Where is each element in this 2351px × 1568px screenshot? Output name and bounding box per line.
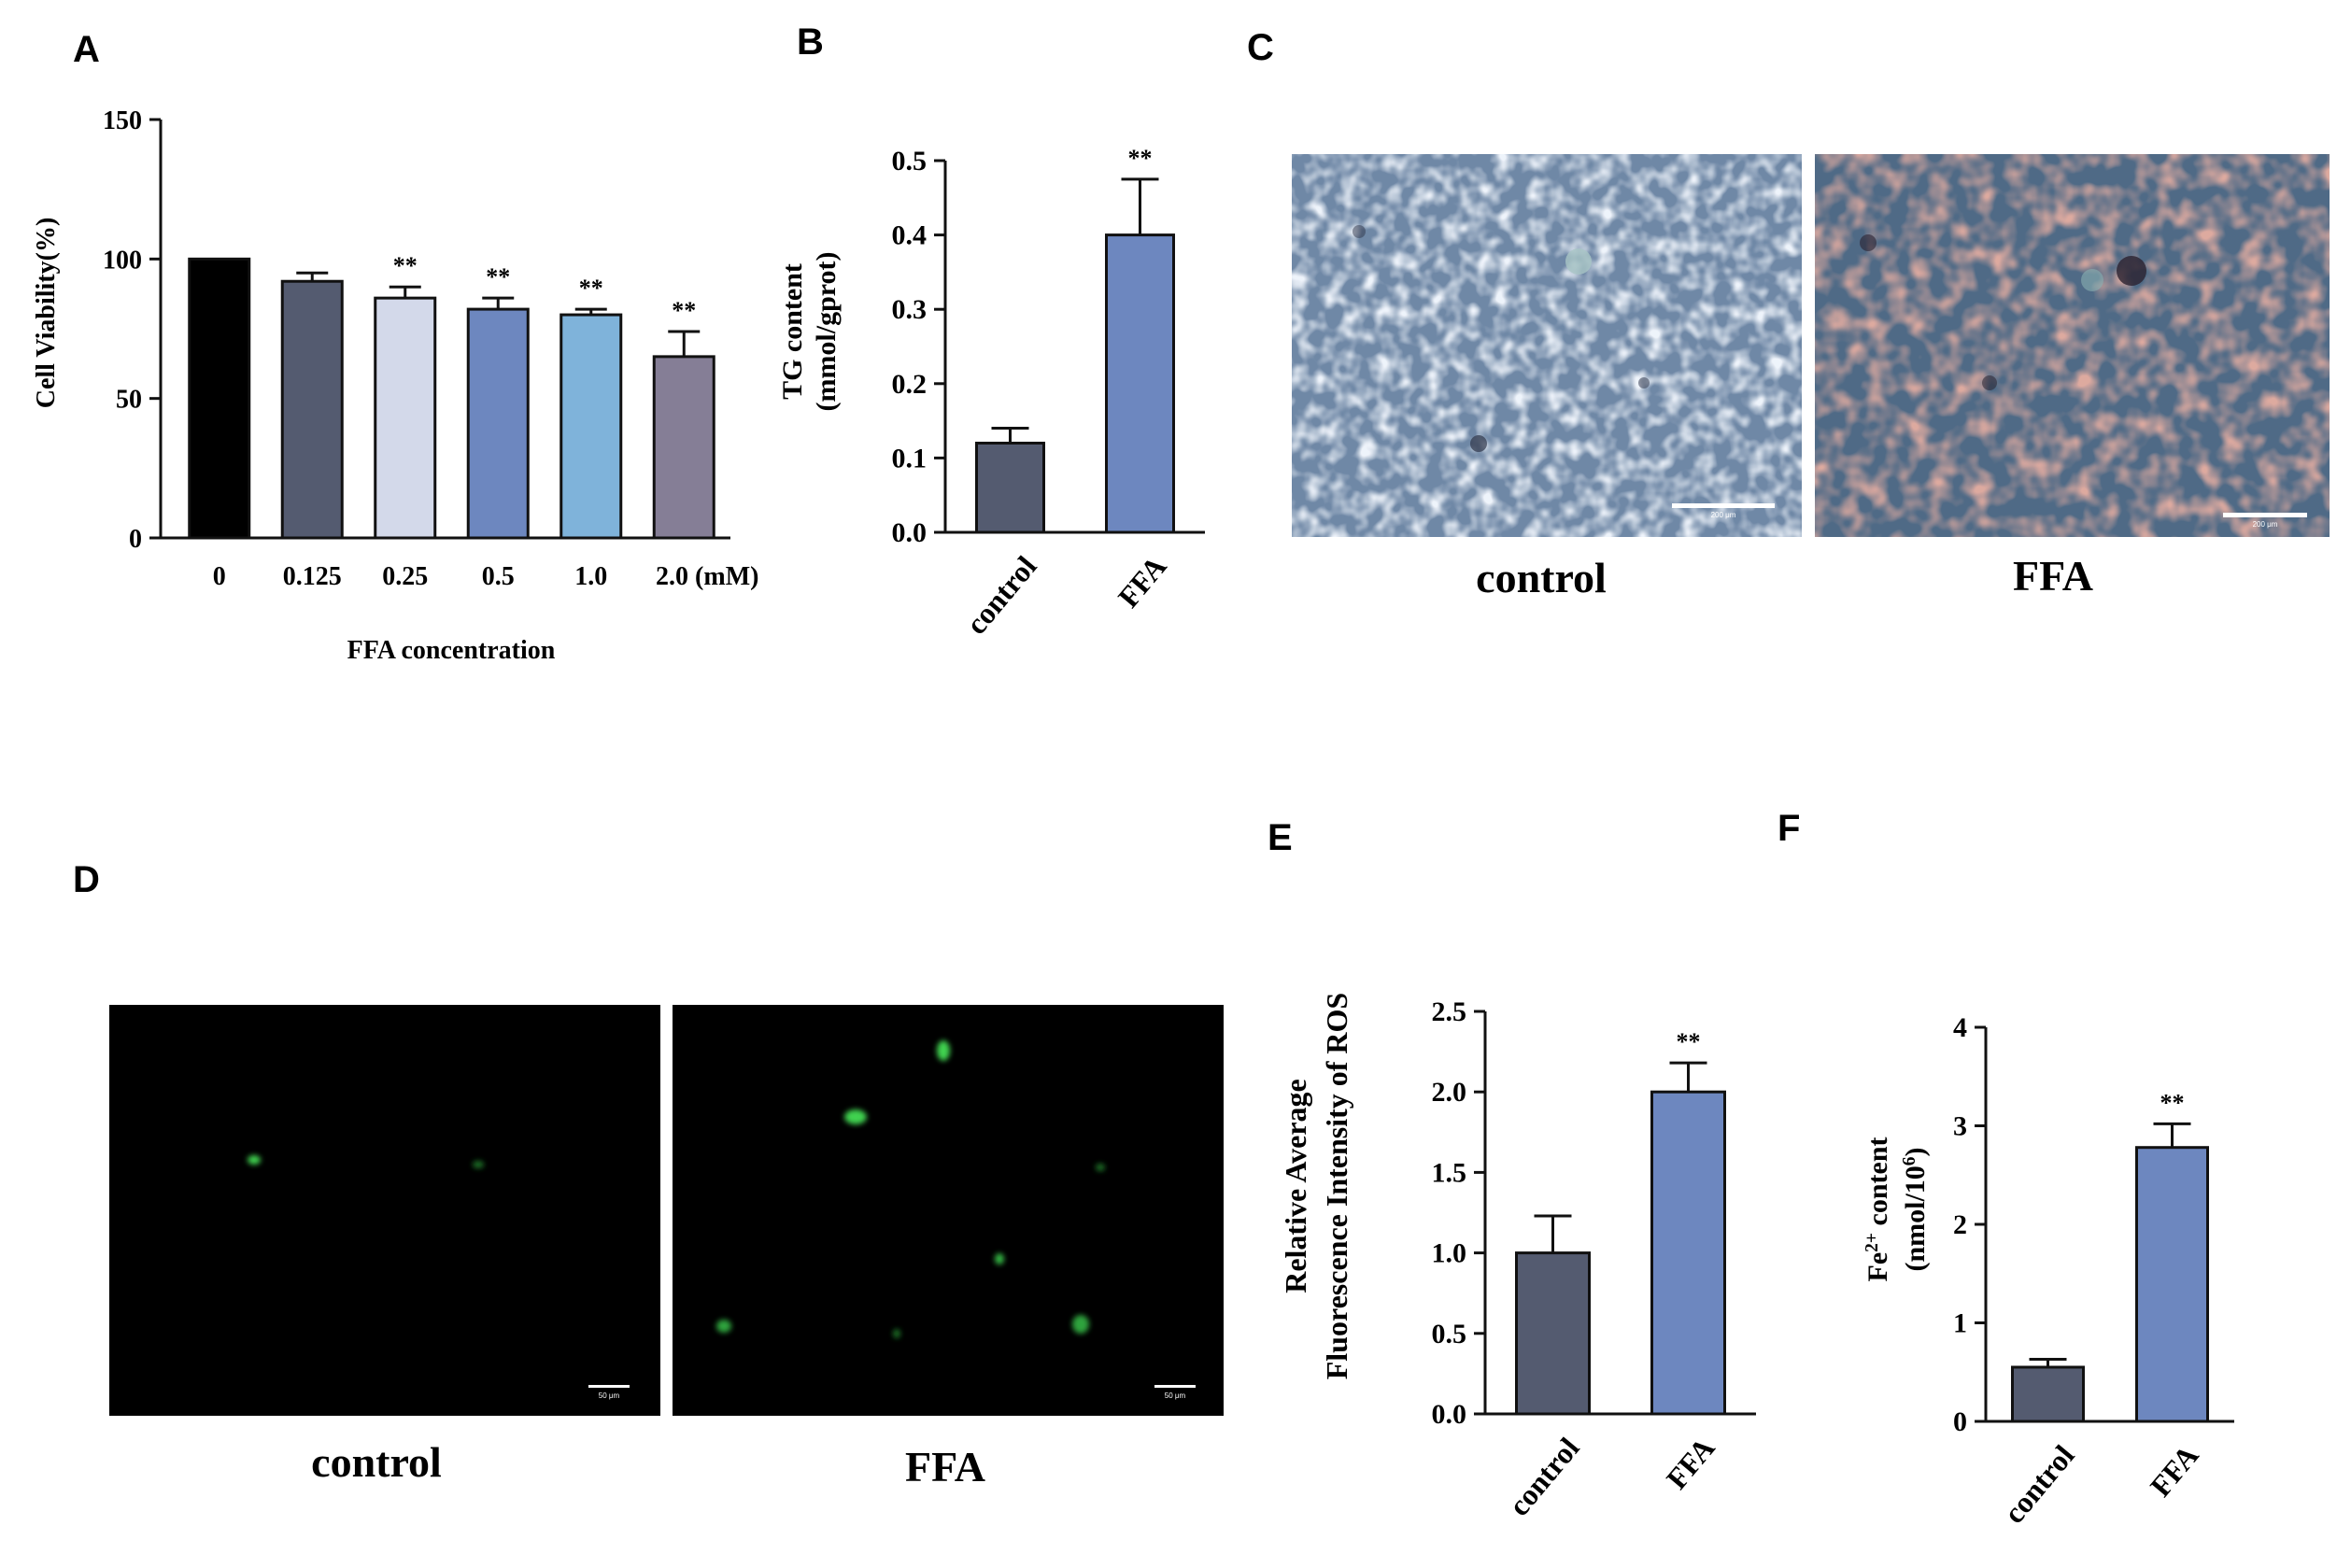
y-tick-label: 0	[1953, 1406, 1967, 1437]
micrograph-d-label-control: control	[311, 1438, 442, 1486]
y-axis-label-line: Relative Average	[1279, 1079, 1312, 1293]
y-tick-label: 0.5	[1432, 1319, 1467, 1349]
chart-e-ros-intensity: 0.0 0.5 1.0 1.5 2.0 2.5 control ** FFA Relative A…	[1279, 993, 1756, 1522]
significance-marker: **	[486, 263, 510, 290]
scale-bar-d-ffa	[1154, 1385, 1196, 1388]
scale-bar-label-d-control: 50 μm	[599, 1391, 620, 1400]
y-tick-label: 2	[1953, 1209, 1967, 1240]
bar	[1650, 1090, 1726, 1416]
panel-letter-b: B	[797, 21, 824, 63]
bar	[466, 307, 530, 540]
micrograph-c-label-control: control	[1476, 554, 1607, 601]
y-tick-label: 4	[1953, 1012, 1967, 1043]
significance-marker: **	[393, 252, 418, 279]
x-tick-label: 0	[213, 562, 226, 591]
scale-bar-label-c-ffa: 200 μm	[2253, 520, 2278, 529]
y-tick-label: 0.3	[892, 294, 928, 325]
panel-d-micrographs: 50 μm 50 μm control FFA	[109, 1005, 1224, 1490]
bar	[652, 355, 715, 540]
significance-marker: **	[2160, 1089, 2185, 1116]
chart-b-tg-content: 0.0 0.1 0.2 0.3 0.4 0.5 control ** FFA TG content…	[777, 145, 1205, 641]
x-tick-label: FFA	[1112, 549, 1173, 614]
panel-letter-c: C	[1247, 27, 1274, 68]
y-tick-label: 0.1	[892, 443, 928, 473]
y-axis-label-line: Fluorescence Intensity of ROS	[1320, 993, 1353, 1379]
panel-c-micrographs: 200 μm 200 μm control FFA	[1292, 154, 2330, 601]
panel-letter-d: D	[73, 859, 100, 900]
x-tick-label: 0.25	[382, 562, 428, 591]
y-tick-label: 1.5	[1432, 1157, 1467, 1188]
significance-marker: **	[1128, 145, 1153, 172]
y-tick-label: 1	[1953, 1308, 1967, 1339]
micrograph-d-ffa: 50 μm	[673, 1005, 1224, 1416]
bar	[2011, 1365, 2085, 1423]
y-axis-label-line: (mmol/gprot)	[811, 251, 842, 411]
y-tick-label: 2.0	[1432, 1077, 1467, 1108]
y-tick-label: 50	[116, 386, 142, 415]
x-axis-label: FFA concentration	[347, 636, 556, 665]
y-tick-label: 100	[103, 246, 142, 275]
scale-bar-c-ffa	[2223, 513, 2307, 517]
bar	[559, 313, 623, 540]
x-tick-label: 0.125	[283, 562, 342, 591]
x-tick-label: FFA	[2144, 1438, 2205, 1503]
x-tick-label: 1.0	[574, 562, 607, 591]
x-tick-label: 2.0 (mM)	[656, 562, 758, 591]
y-tick-label: 0.5	[892, 146, 928, 177]
bar	[280, 279, 344, 540]
micrograph-c-label-ffa: FFA	[2013, 552, 2093, 600]
micrograph-d-label-ffa: FFA	[905, 1443, 985, 1490]
bar	[975, 441, 1045, 534]
chart-a-cell-viability: 0 50 100 150 0 0.125 ** 0.25 ** 0.5 ** 1.0 ** 2.0 (mM…	[32, 106, 758, 665]
y-tick-label: 1.0	[1432, 1238, 1467, 1269]
bar	[374, 296, 437, 540]
significance-marker: **	[1677, 1028, 1701, 1055]
bar	[1105, 233, 1175, 534]
y-tick-label: 0.0	[892, 517, 928, 548]
x-tick-label: control	[1997, 1438, 2081, 1530]
y-tick-label: 0.4	[892, 220, 928, 251]
y-axis-label-line: TG content	[777, 263, 808, 400]
scale-bar-label-d-ffa: 50 μm	[1165, 1391, 1186, 1400]
y-tick-label: 0	[129, 525, 142, 554]
y-tick-label: 150	[103, 106, 142, 135]
bar	[1515, 1251, 1591, 1416]
panel-letter-a: A	[73, 29, 100, 70]
significance-marker: **	[672, 297, 696, 324]
panel-letter-e: E	[1268, 817, 1293, 858]
x-tick-label: control	[1502, 1431, 1586, 1522]
significance-marker: **	[579, 275, 603, 302]
y-tick-label: 2.5	[1432, 996, 1467, 1027]
bar	[188, 257, 251, 540]
micrograph-c-ffa: 200 μm	[1815, 154, 2330, 537]
x-tick-label: FFA	[1660, 1431, 1721, 1495]
y-tick-label: 3	[1953, 1111, 1967, 1142]
bar	[2135, 1146, 2209, 1423]
panel-letter-f: F	[1777, 808, 1800, 849]
x-tick-label: 0.5	[482, 562, 515, 591]
x-tick-label: control	[959, 549, 1043, 641]
y-tick-label: 0.2	[892, 369, 928, 400]
micrograph-d-control: 50 μm	[109, 1005, 660, 1416]
scale-bar-c-control	[1672, 503, 1775, 508]
y-axis-label-line: Fe2+ content	[1862, 1137, 1894, 1281]
scale-bar-label-c-control: 200 μm	[1711, 511, 1736, 519]
scale-bar-d-control	[588, 1385, 630, 1388]
y-axis-label: Cell Viability(%)	[32, 218, 61, 409]
y-axis-label-line: (nmol/106)	[1900, 1147, 1932, 1271]
y-tick-label: 0.0	[1432, 1399, 1467, 1430]
chart-f-fe-content: 0 1 2 3 4 control ** FFA Fe2+ content (nmol/106)	[1862, 1012, 2234, 1530]
micrograph-c-control: 200 μm	[1292, 154, 1802, 537]
